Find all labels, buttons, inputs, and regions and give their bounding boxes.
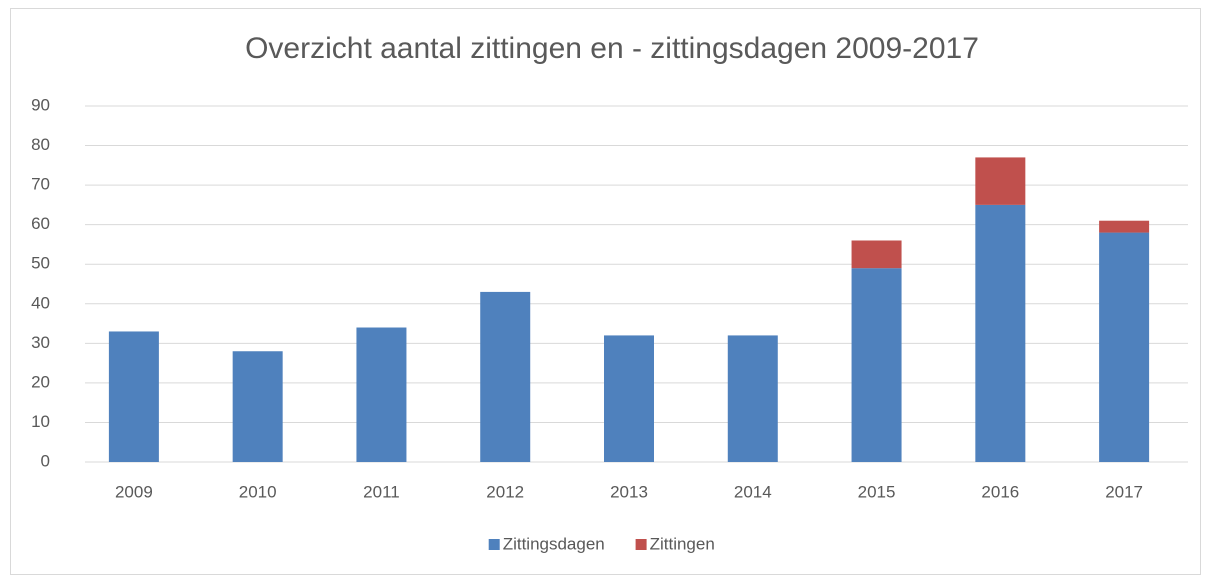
bar-segment	[232, 351, 283, 462]
bar-segment	[1099, 220, 1150, 233]
chart-title: Overzicht aantal zittingen en - zittings…	[245, 32, 979, 65]
bar-segment	[851, 240, 902, 269]
y-tick-label: 20	[31, 372, 50, 391]
x-tick-label: 2011	[363, 482, 400, 501]
x-tick-label: 2015	[858, 482, 896, 501]
bar-segment	[1099, 232, 1150, 462]
bar-segment	[975, 157, 1026, 205]
x-tick-label: 2009	[115, 482, 153, 501]
y-tick-label: 0	[41, 451, 50, 470]
y-tick-label: 30	[31, 333, 50, 352]
y-tick-label: 80	[31, 135, 50, 154]
legend-label: Zittingsdagen	[503, 534, 605, 553]
y-tick-label: 50	[31, 254, 50, 273]
y-tick-label: 90	[31, 95, 50, 114]
bar-segment	[727, 335, 778, 462]
y-tick-label: 70	[31, 175, 50, 194]
bar-segment	[356, 327, 407, 462]
legend-swatch	[488, 539, 500, 550]
x-tick-label: 2017	[1105, 482, 1143, 501]
x-tick-label: 2014	[734, 482, 772, 501]
legend-swatch	[635, 539, 647, 550]
bar-segment	[975, 204, 1026, 462]
x-tick-label: 2016	[981, 482, 1019, 501]
bar-segment	[604, 335, 654, 462]
x-tick-label: 2010	[239, 482, 277, 501]
y-tick-label: 60	[31, 214, 50, 233]
x-tick-label: 2013	[610, 482, 648, 501]
bar-segment	[851, 268, 902, 462]
legend-label: Zittingen	[650, 534, 715, 553]
bar-segment	[108, 331, 159, 462]
y-tick-label: 40	[31, 293, 50, 312]
y-tick-label: 10	[31, 412, 50, 431]
bar-segment	[480, 291, 531, 462]
x-tick-label: 2012	[486, 482, 524, 501]
